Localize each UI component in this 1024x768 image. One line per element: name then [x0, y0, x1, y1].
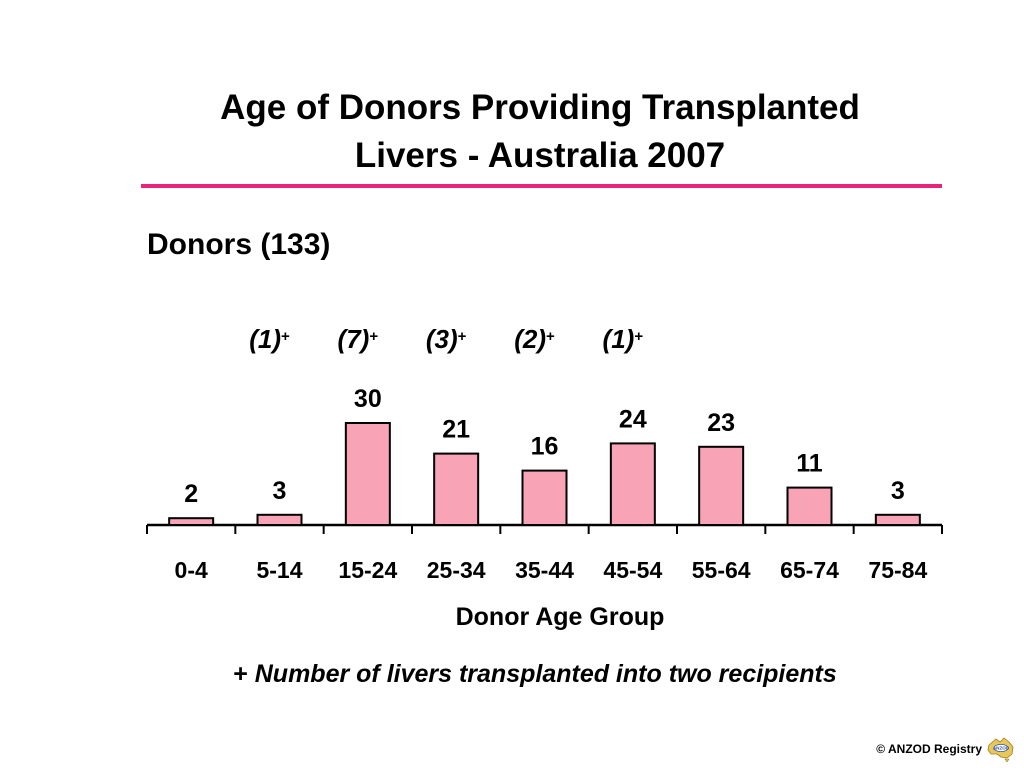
anzod-australia-logo-icon: ANZOD — [987, 737, 1014, 762]
split-annotation-marker: + — [458, 328, 467, 345]
slide-title-line-2: Livers - Australia 2007 — [354, 136, 726, 175]
bar-75-84 — [874, 513, 921, 526]
bar-15-24 — [344, 422, 391, 526]
bar-value-label: 16 — [531, 433, 559, 461]
x-tick-label: 35-44 — [515, 557, 574, 583]
bar-55-64 — [698, 445, 745, 526]
x-tick-label: 55-64 — [692, 557, 751, 583]
bar-value-label: 11 — [796, 450, 823, 478]
slide-title: Age of Donors Providing Transplanted Liv… — [120, 84, 960, 180]
split-annotation: (1)+ — [249, 324, 290, 354]
x-tick-label: 75-84 — [868, 557, 927, 583]
bar-value-label: 24 — [619, 405, 647, 433]
footnote-text: Number of livers transplanted into two r… — [247, 660, 837, 688]
footnote: + Number of livers transplanted into two… — [0, 660, 1024, 689]
x-tick-label: 5-14 — [256, 557, 302, 583]
footnote-marker: + — [233, 660, 248, 688]
bar-0-4 — [168, 517, 215, 527]
bar-65-74 — [786, 486, 833, 527]
copyright-text: © ANZOD Registry — [876, 742, 982, 756]
bar-value-label: 30 — [354, 385, 382, 413]
x-axis-title: Donor Age Group — [456, 603, 665, 631]
title-divider — [141, 184, 942, 188]
split-annotation: (7)+ — [338, 324, 379, 354]
bar-value-label: 3 — [891, 477, 905, 505]
bar-35-44 — [521, 469, 568, 527]
bar-45-54 — [609, 442, 656, 526]
bar-5-14 — [256, 513, 303, 526]
split-annotation-marker: + — [281, 328, 290, 345]
split-annotation-marker: + — [369, 328, 378, 345]
split-annotation-marker: + — [634, 328, 643, 345]
x-tick-label: 15-24 — [338, 557, 397, 583]
x-tick-label: 65-74 — [780, 557, 839, 583]
bar-value-label: 23 — [707, 409, 735, 437]
bar-value-label: 2 — [184, 480, 198, 508]
donor-total-label: Donors (133) — [147, 228, 331, 261]
bar-25-34 — [433, 452, 480, 527]
x-tick-label: 45-54 — [603, 557, 662, 583]
slide-title-line-1: Age of Donors Providing Transplanted — [220, 88, 860, 127]
bar-value-label: 21 — [442, 416, 470, 444]
split-annotation-marker: + — [546, 328, 555, 345]
bar-value-label: 3 — [273, 477, 287, 505]
split-annotation: (3)+ — [426, 324, 467, 354]
x-tick-label: 0-4 — [175, 557, 208, 583]
logo-text: ANZOD — [993, 746, 1010, 751]
x-tick-label: 25-34 — [427, 557, 486, 583]
split-annotation: (1)+ — [603, 324, 644, 354]
split-annotation: (2)+ — [514, 324, 555, 354]
